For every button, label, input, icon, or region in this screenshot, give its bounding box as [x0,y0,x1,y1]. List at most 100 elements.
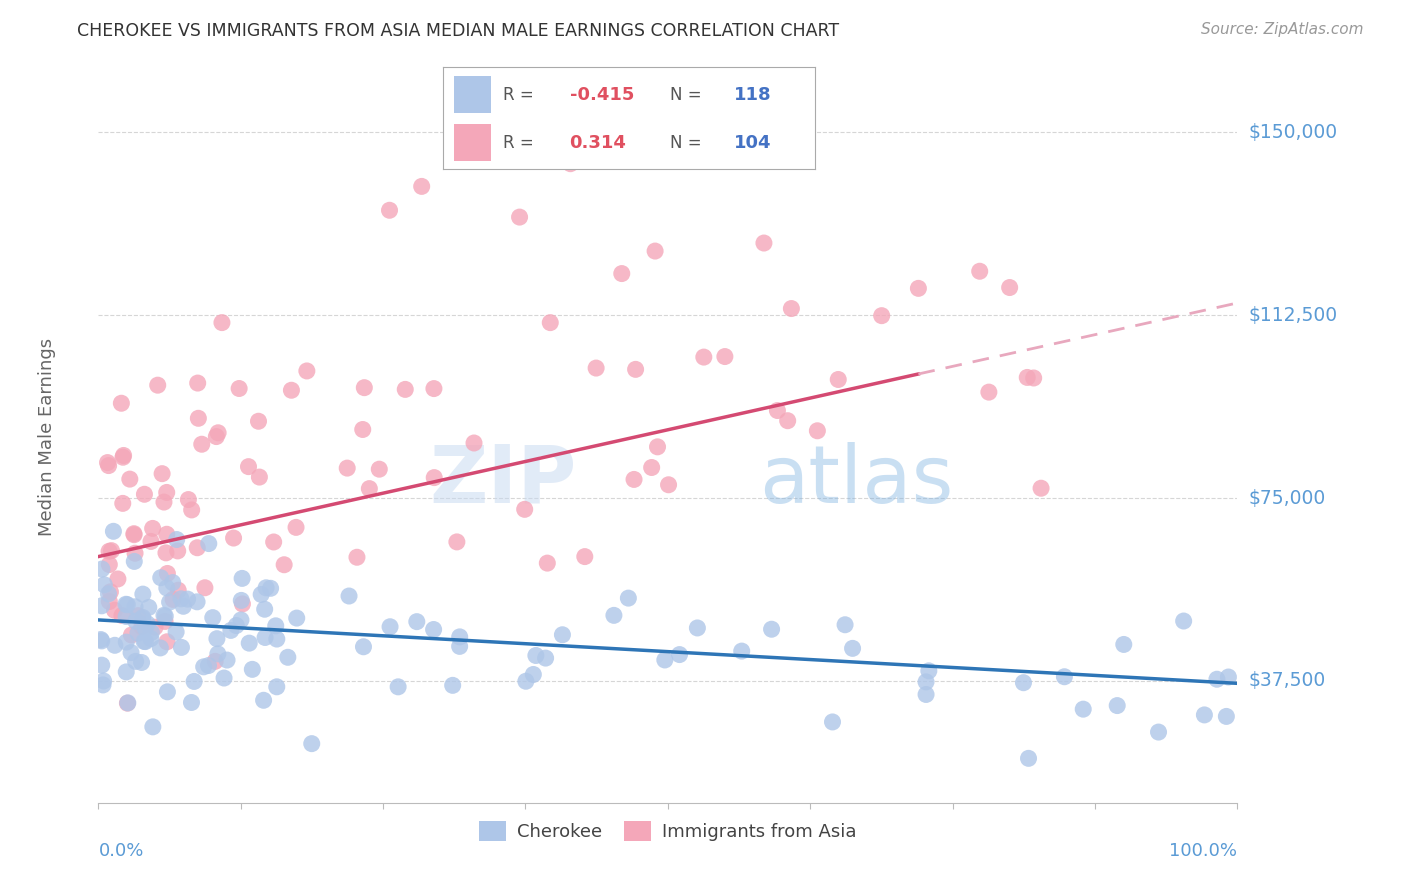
Point [132,634,155,648]
Point [714,350,737,364]
Legend: Cherokee, Immigrants from Asia: Cherokee, Immigrants from Asia [472,814,863,848]
Point [134,621,156,635]
Point [761,622,783,636]
Point [254,631,277,645]
Point [127,608,149,623]
Point [752,235,775,250]
Point [603,608,626,623]
Point [449,630,471,644]
Point [229,613,252,627]
Point [177,492,200,507]
Point [142,521,165,535]
Point [827,372,849,386]
Point [156,566,179,581]
Text: N =: N = [671,86,702,103]
Point [150,467,173,481]
Point [263,535,285,549]
Point [100,585,122,599]
Point [640,460,662,475]
Point [117,696,139,710]
Point [117,598,139,612]
Point [346,550,368,565]
Point [165,624,187,639]
Text: $112,500: $112,500 [1249,306,1337,325]
Point [139,632,162,646]
Point [97,587,120,601]
Point [122,527,145,541]
Point [1173,614,1195,628]
Point [515,674,537,689]
Point [240,662,263,676]
Point [166,533,188,547]
Point [111,496,134,510]
Point [155,609,177,624]
Point [153,495,176,509]
Point [446,535,468,549]
Point [112,449,135,463]
Point [252,693,274,707]
Point [238,636,260,650]
Text: CHEROKEE VS IMMIGRANTS FROM ASIA MEDIAN MALE EARNINGS CORRELATION CHART: CHEROKEE VS IMMIGRANTS FROM ASIA MEDIAN … [77,22,839,40]
Point [522,667,544,681]
Point [352,422,374,436]
Point [644,244,666,258]
Point [98,594,121,608]
Point [534,651,557,665]
Point [647,440,669,454]
Point [693,350,716,364]
Point [247,470,270,484]
Point [91,562,114,576]
Point [387,680,409,694]
Point [190,437,212,451]
Point [766,403,789,417]
Point [153,608,176,623]
Point [780,301,803,316]
Point [186,541,208,555]
Point [231,593,253,607]
Point [136,616,159,631]
Point [821,714,844,729]
Point [658,477,681,491]
Point [180,696,202,710]
Text: $75,000: $75,000 [1249,489,1326,508]
Point [211,316,233,330]
Point [247,414,270,428]
Text: Median Male Earnings: Median Male Earnings [38,338,56,536]
Point [156,634,179,648]
Point [977,385,1000,400]
Point [118,472,141,486]
Point [1071,702,1094,716]
Point [149,640,172,655]
Point [131,612,153,626]
Point [149,571,172,585]
Point [463,436,485,450]
Point [538,316,561,330]
Point [359,482,381,496]
Point [1017,370,1039,384]
Point [138,600,160,615]
Point [186,595,208,609]
Point [513,502,536,516]
Point [423,470,446,484]
Point [98,558,121,572]
Point [259,582,281,596]
Point [264,619,287,633]
Point [156,685,179,699]
Point [172,599,194,614]
Point [285,611,308,625]
Point [1194,707,1216,722]
Text: R =: R = [502,86,533,103]
Point [231,571,253,585]
Text: ZIP: ZIP [429,442,576,520]
Point [231,597,253,611]
Point [194,581,217,595]
Point [998,280,1021,294]
Point [104,638,127,652]
Point [90,658,112,673]
Text: 0.314: 0.314 [569,134,627,152]
Point [834,617,856,632]
Point [915,674,938,689]
Point [187,376,209,390]
Point [96,456,118,470]
Point [574,549,596,564]
